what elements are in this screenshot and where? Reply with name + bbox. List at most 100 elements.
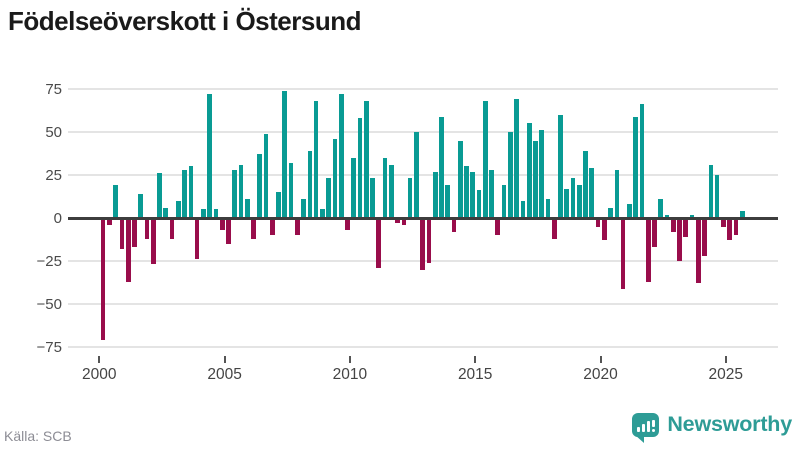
- data-bar: [332, 138, 338, 218]
- data-bar: [345, 218, 350, 231]
- data-bar: [414, 132, 419, 218]
- data-bar: [564, 188, 570, 218]
- data-bar: [288, 162, 294, 218]
- data-bar: [576, 185, 582, 218]
- data-bar: [470, 171, 476, 218]
- data-bar: [608, 207, 613, 218]
- data-bar: [163, 207, 169, 218]
- speech-bubble-tail: [635, 434, 645, 443]
- data-bar: [313, 101, 319, 218]
- data-bar: [620, 218, 626, 289]
- x-axis-tick-label: 2010: [332, 366, 368, 383]
- y-axis-tick-label: −50: [36, 295, 62, 313]
- data-bar: [138, 193, 144, 218]
- mini-bar-icon: [636, 426, 640, 432]
- gridline: [68, 88, 778, 90]
- x-axis-tick-label: 2015: [457, 366, 493, 383]
- data-bar: [514, 99, 519, 218]
- data-bar: [727, 218, 732, 241]
- data-bar: [602, 218, 607, 241]
- data-bar: [226, 218, 231, 244]
- data-bar: [125, 218, 131, 282]
- data-bar: [282, 90, 288, 218]
- gridline: [68, 131, 778, 133]
- data-bar: [677, 218, 682, 261]
- x-axis-tick: [98, 356, 101, 363]
- data-bar: [439, 116, 444, 218]
- data-bar: [664, 214, 670, 218]
- data-bar: [432, 171, 438, 218]
- data-bar: [157, 173, 162, 218]
- data-bar: [633, 116, 638, 218]
- data-bar: [595, 218, 601, 227]
- data-bar: [113, 185, 119, 218]
- data-bar: [194, 218, 200, 260]
- data-bar: [232, 169, 238, 218]
- data-bar: [175, 200, 181, 218]
- data-bar: [420, 218, 425, 270]
- x-axis-tick: [724, 356, 727, 363]
- data-bar: [721, 218, 726, 227]
- data-bar: [558, 114, 563, 218]
- data-bar: [583, 150, 588, 218]
- data-bar: [251, 218, 256, 239]
- data-bar: [401, 218, 407, 225]
- data-bar: [150, 218, 156, 265]
- data-bar: [457, 140, 463, 218]
- data-bar: [326, 178, 332, 218]
- data-bar: [639, 104, 645, 218]
- x-axis-tick-label: 2025: [708, 366, 744, 383]
- data-bar: [539, 130, 545, 218]
- data-bar: [702, 218, 707, 256]
- data-bar: [370, 178, 375, 218]
- gridline: [68, 174, 778, 176]
- data-bar: [219, 218, 225, 231]
- x-axis-tick-label: 2005: [207, 366, 242, 383]
- data-bar: [714, 175, 720, 218]
- data-bar: [489, 169, 494, 218]
- data-bar: [695, 218, 701, 284]
- data-bar: [733, 218, 739, 236]
- x-axis-tick: [348, 356, 351, 363]
- newsworthy-logo: Newsworthy: [632, 412, 792, 443]
- data-bar: [376, 218, 382, 268]
- data-bar: [645, 218, 651, 282]
- chart-title: Födelseöverskott i Östersund: [8, 6, 361, 36]
- x-axis-tick: [474, 356, 477, 363]
- data-bar: [508, 132, 513, 218]
- data-bar: [132, 218, 137, 248]
- data-bar: [501, 185, 507, 218]
- data-bar: [351, 157, 357, 218]
- data-bar: [670, 218, 676, 232]
- data-bar: [301, 199, 306, 218]
- mini-bar-icon: [646, 420, 650, 432]
- exclamation-icon: [651, 420, 655, 432]
- data-bar: [545, 199, 551, 218]
- data-bar: [363, 101, 369, 218]
- y-axis-tick-label: 75: [45, 80, 62, 98]
- data-bar: [269, 218, 275, 236]
- x-axis-tick-label: 2020: [583, 366, 618, 383]
- y-axis-tick-label: 50: [45, 123, 62, 141]
- data-bar: [395, 218, 400, 224]
- data-bar: [652, 218, 657, 248]
- data-bar: [482, 101, 488, 218]
- data-bar: [407, 178, 413, 218]
- y-axis-tick-label: −75: [36, 338, 62, 356]
- source-label: Källa: SCB: [4, 428, 72, 444]
- data-bar: [276, 192, 281, 218]
- data-bar: [201, 209, 206, 218]
- data-bar: [257, 154, 263, 218]
- data-bar: [295, 218, 300, 236]
- gridline: [68, 346, 778, 348]
- data-bar: [263, 133, 269, 218]
- data-bar: [464, 166, 469, 218]
- data-bar: [207, 94, 212, 218]
- data-bar: [495, 218, 501, 236]
- data-bar: [238, 164, 244, 218]
- data-bar: [683, 218, 689, 237]
- data-bar: [614, 169, 620, 218]
- data-bar: [357, 118, 363, 218]
- data-bar: [627, 204, 632, 218]
